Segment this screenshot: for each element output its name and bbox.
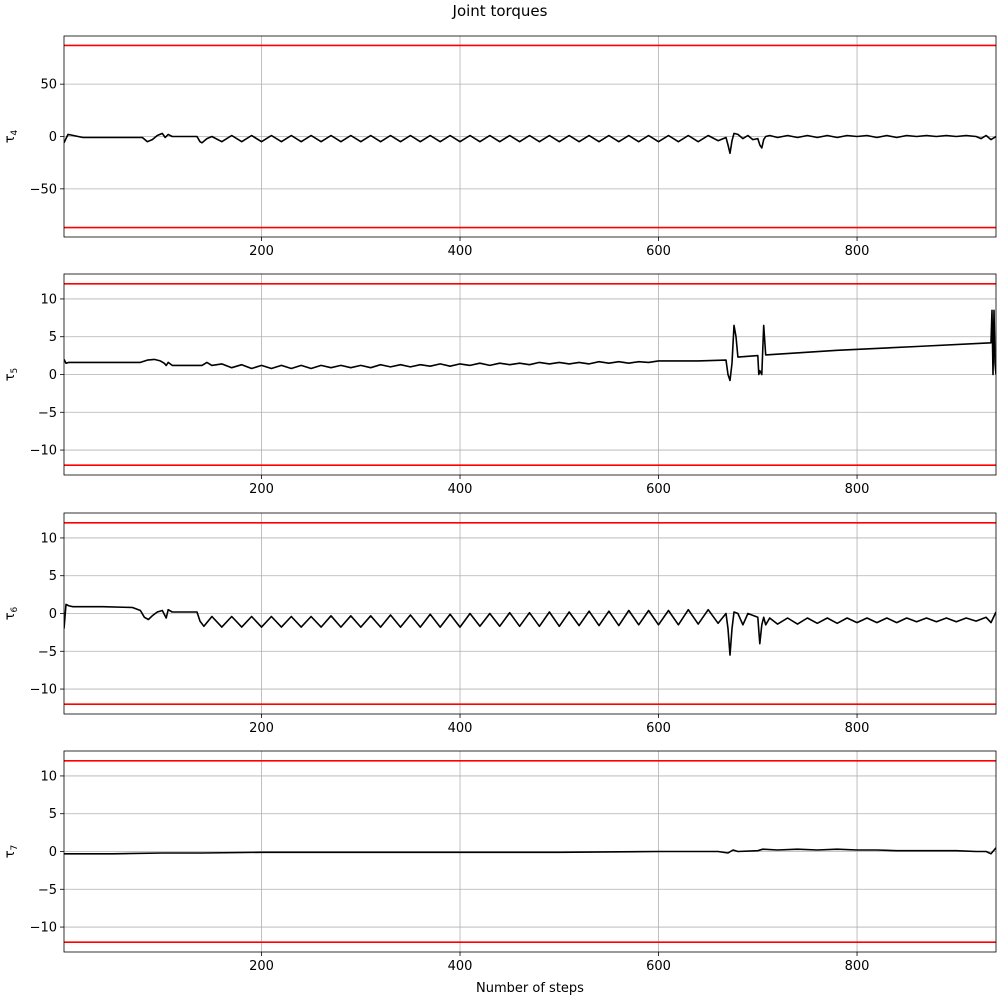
y-tick-label: 0 (49, 607, 57, 622)
x-tick-label: 600 (646, 482, 671, 497)
y-axis-label: τ6 (3, 606, 20, 620)
figure-title: Joint torques (452, 2, 548, 20)
torque-series-line (64, 603, 996, 656)
torque-series-line (64, 847, 996, 855)
x-tick-label: 800 (845, 244, 870, 259)
x-tick-label: 600 (646, 959, 671, 974)
x-axis-label: Number of steps (476, 981, 584, 996)
x-tick-label: 200 (249, 721, 274, 736)
y-axis-label: τ7 (3, 845, 20, 859)
x-tick-label: 200 (249, 244, 274, 259)
x-tick-label: 800 (845, 959, 870, 974)
subplot-5: 200 400 600 800 −10 −5 0 5 10 τ5 (3, 273, 997, 497)
subplot-6: 200 400 600 800 −10 −5 0 5 10 τ6 (3, 512, 997, 736)
subplot-7: 200 400 600 800 −10 −5 0 5 10 τ7 (3, 750, 997, 974)
y-tick-label: 5 (49, 569, 57, 584)
x-tick-label: 200 (249, 959, 274, 974)
x-tick-label: 400 (448, 959, 473, 974)
y-axis-label: τ4 (3, 129, 20, 143)
y-tick-label: 5 (49, 330, 57, 345)
y-tick-label: 10 (40, 531, 57, 546)
y-tick-label: −50 (30, 182, 57, 197)
x-tick-label: 600 (646, 721, 671, 736)
y-tick-label: −5 (38, 645, 57, 660)
y-tick-label: 0 (49, 130, 57, 145)
subplot-4: 200 400 600 800 −50 0 50 τ4 (3, 35, 997, 259)
y-tick-label: −10 (30, 683, 57, 698)
y-tick-label: −10 (30, 444, 57, 459)
y-tick-label: −5 (38, 883, 57, 898)
y-tick-label: 10 (40, 292, 57, 307)
x-tick-label: 800 (845, 482, 870, 497)
y-tick-label: −5 (38, 406, 57, 421)
x-tick-label: 600 (646, 244, 671, 259)
x-tick-label: 400 (448, 244, 473, 259)
y-tick-label: −10 (30, 921, 57, 936)
y-tick-label: 5 (49, 807, 57, 822)
y-tick-label: 0 (49, 368, 57, 383)
y-tick-label: 0 (49, 845, 57, 860)
y-tick-label: 50 (40, 78, 57, 93)
y-axis-label: τ5 (3, 368, 20, 382)
x-tick-label: 200 (249, 482, 274, 497)
torque-series-line (64, 309, 996, 382)
x-tick-label: 800 (845, 721, 870, 736)
y-tick-label: 10 (40, 769, 57, 784)
x-tick-label: 400 (448, 721, 473, 736)
torque-series-line (64, 132, 996, 155)
x-tick-label: 400 (448, 482, 473, 497)
